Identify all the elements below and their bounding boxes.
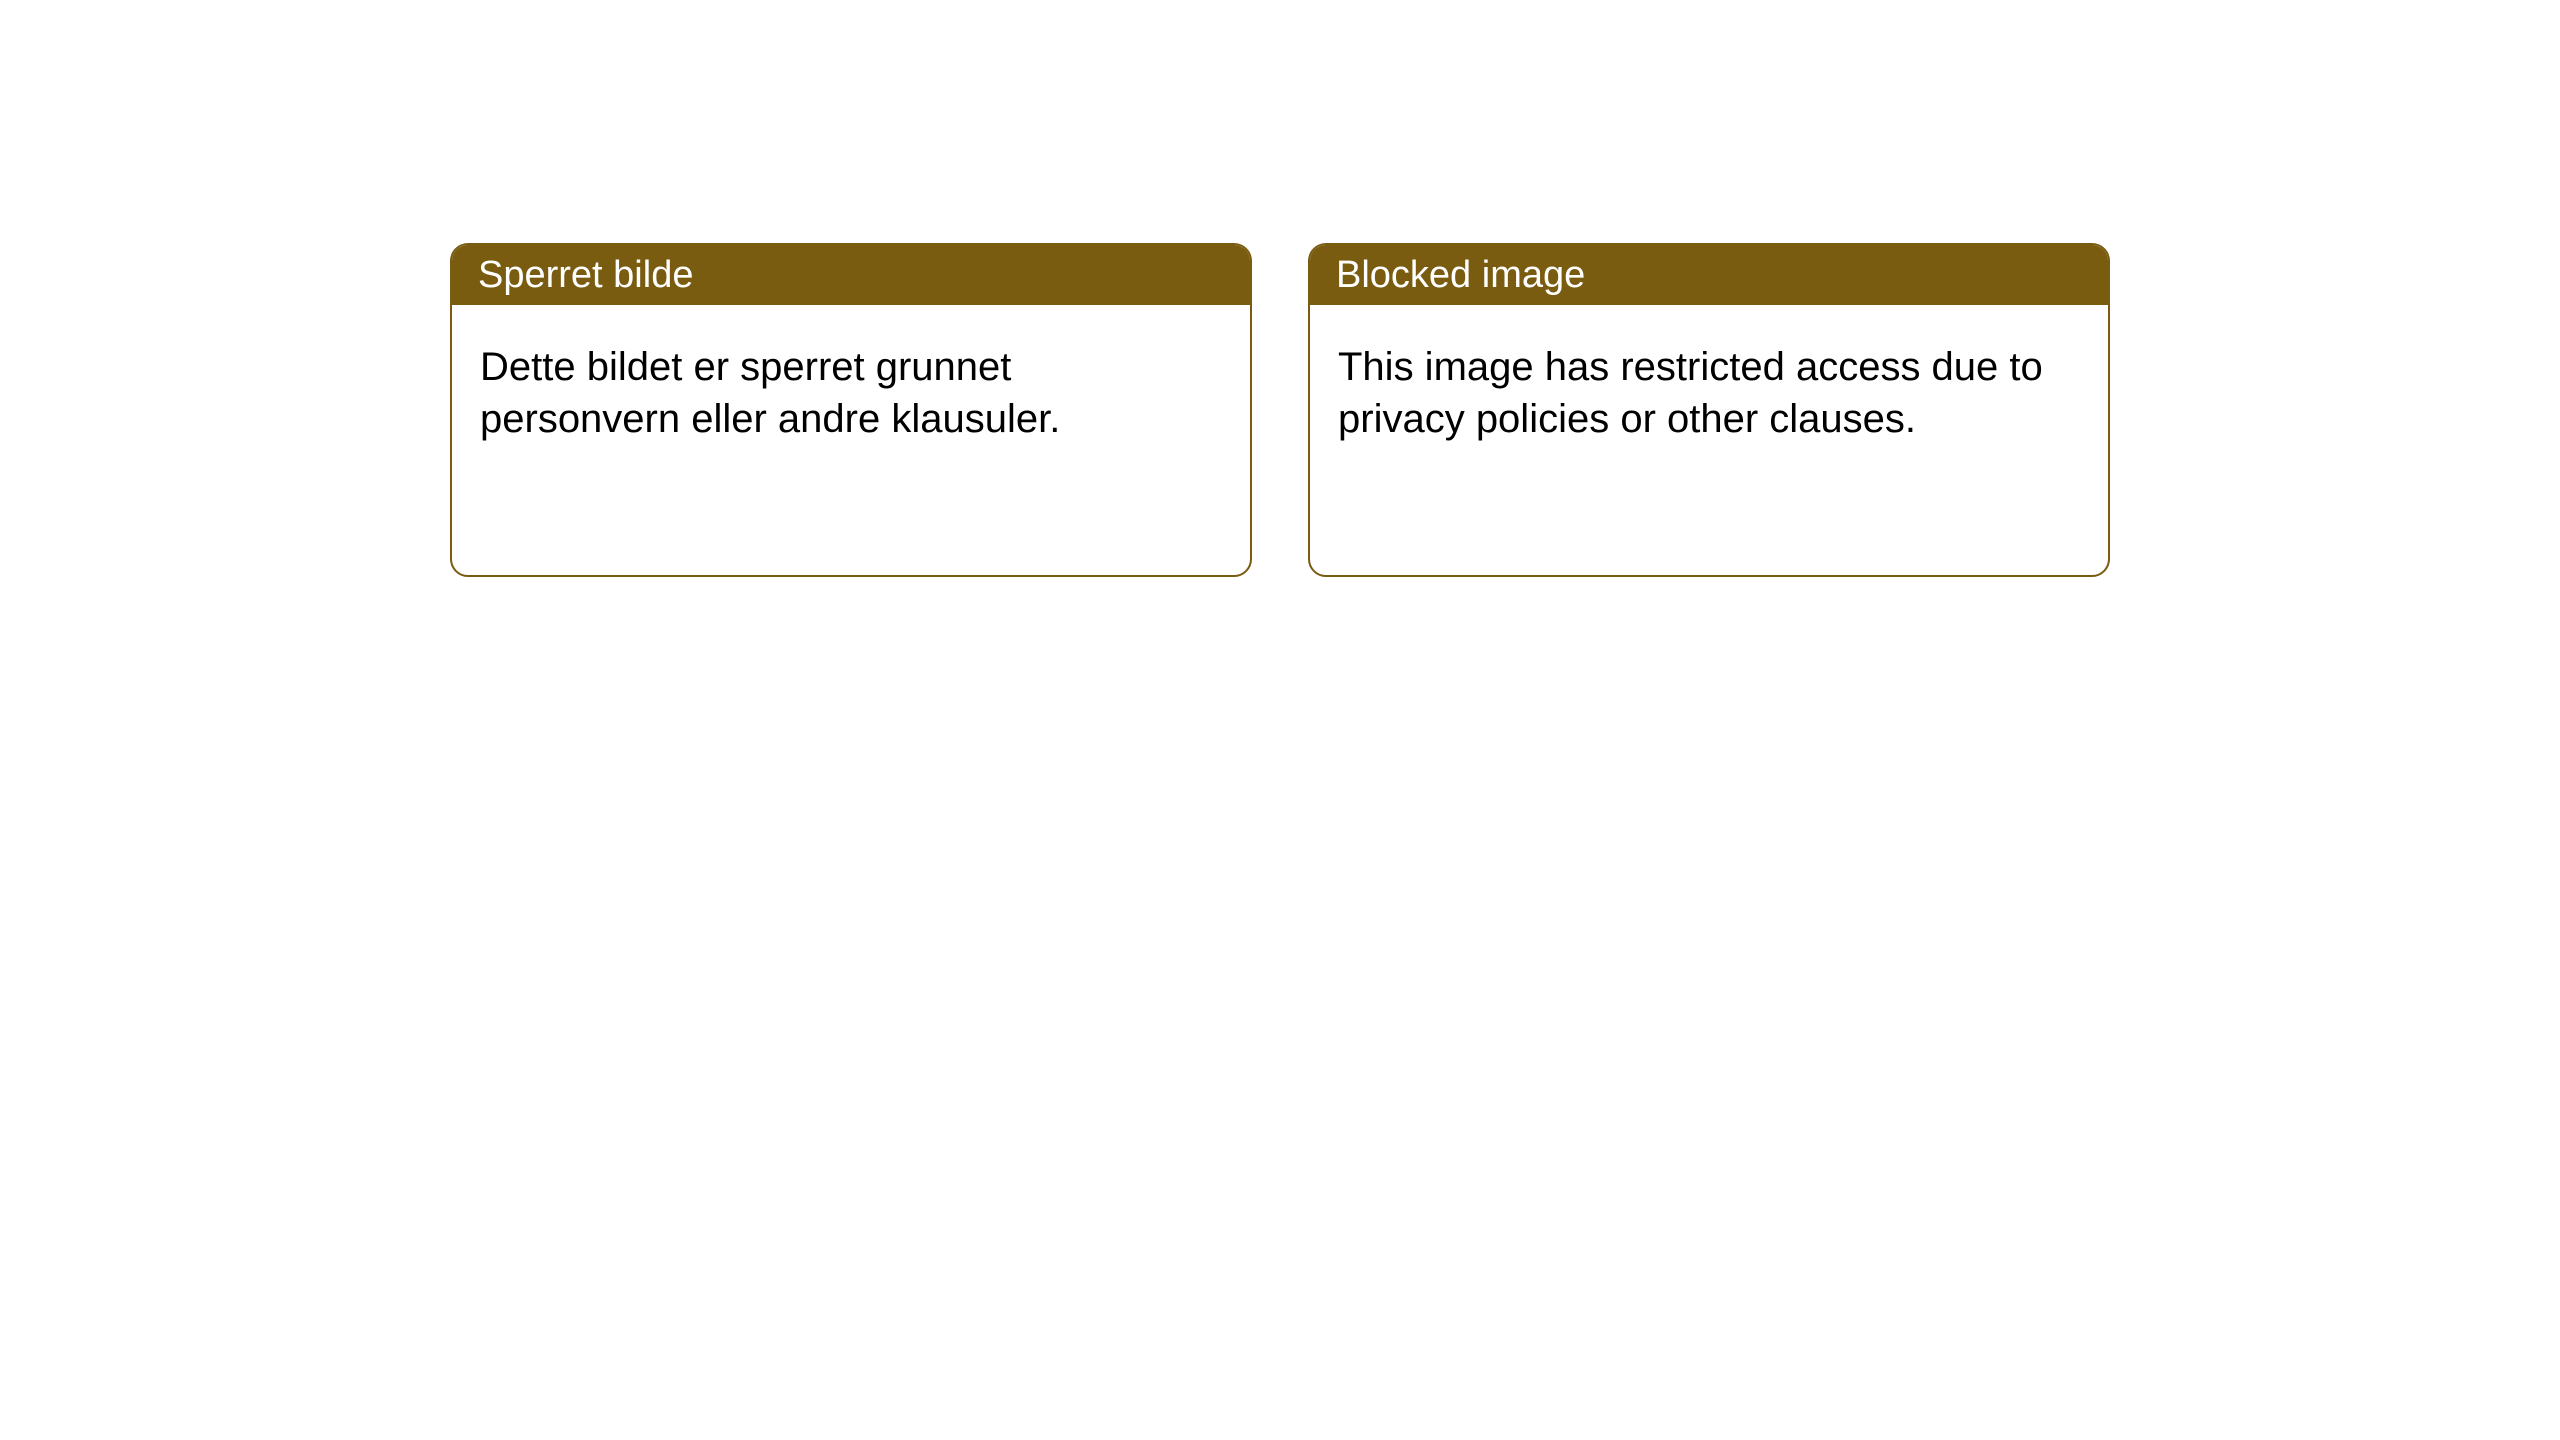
notice-header-norwegian: Sperret bilde — [452, 245, 1250, 305]
notice-box-norwegian: Sperret bilde Dette bildet er sperret gr… — [450, 243, 1252, 577]
notice-box-english: Blocked image This image has restricted … — [1308, 243, 2110, 577]
notice-body-english: This image has restricted access due to … — [1310, 305, 2108, 481]
notice-container: Sperret bilde Dette bildet er sperret gr… — [450, 243, 2110, 577]
notice-body-norwegian: Dette bildet er sperret grunnet personve… — [452, 305, 1250, 481]
notice-text: This image has restricted access due to … — [1338, 345, 2043, 441]
notice-header-english: Blocked image — [1310, 245, 2108, 305]
notice-text: Dette bildet er sperret grunnet personve… — [480, 345, 1060, 441]
notice-title: Blocked image — [1336, 254, 1585, 297]
notice-title: Sperret bilde — [478, 254, 693, 297]
